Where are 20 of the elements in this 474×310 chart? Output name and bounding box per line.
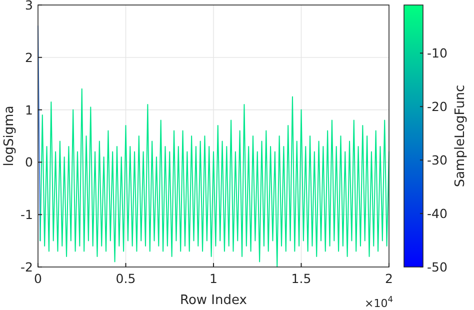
color-bar-label: -40 [427,206,448,222]
y-tick-label: 1 [25,102,33,118]
x-tick-label: 2 [385,271,393,286]
line-series [40,88,390,268]
y-tick-label: -1 [20,207,33,222]
x-axis-title: Row Index [180,293,248,308]
color-bar-label: -50 [427,260,448,274]
color-bar-label: -20 [427,99,448,114]
x-tick-label: 1 [210,271,218,286]
x-tick-label: 0.5 [116,271,136,286]
y-tick-label: -2 [20,260,33,274]
color-bar-title: SampleLogFunc [453,84,468,188]
color-bar-label: -30 [427,152,448,168]
text: ×10$^{4}$ [364,294,393,310]
y-tick-label: 0 [25,154,34,170]
y-tick-label: 2 [25,50,33,65]
x-tick-label: 1.5 [291,271,312,286]
color-bar-label: -10 [427,46,448,61]
y-axis-title: logSigma [2,106,17,166]
y-tick-label: 3 [25,0,33,12]
